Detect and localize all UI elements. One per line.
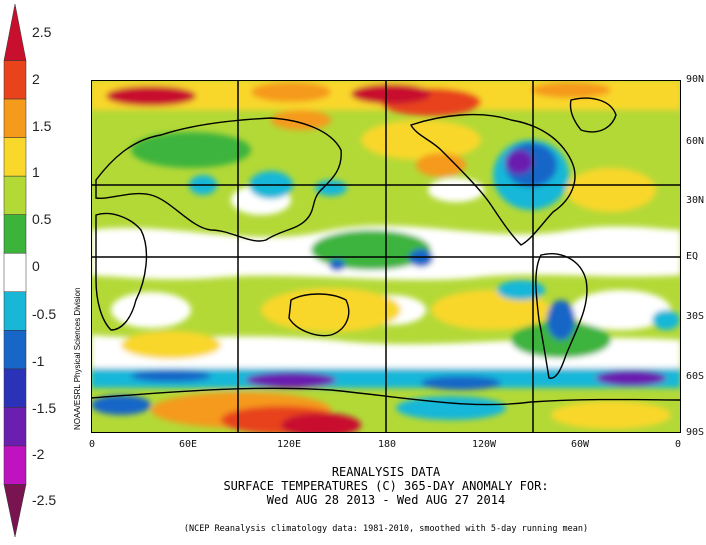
- lat-label: 90N: [686, 74, 705, 85]
- title-line-1: REANALYSIS DATA: [331, 465, 441, 479]
- colorbar-tick-label: 1: [32, 164, 40, 180]
- title-line-2: SURFACE TEMPERATURES (C) 365-DAY ANOMALY…: [223, 479, 549, 493]
- colorbar-tick-label: -1.5: [32, 400, 57, 416]
- europe-asia-coastline: [95, 117, 342, 242]
- north-america-coastline: [410, 113, 576, 246]
- australia-coastline: [288, 293, 350, 337]
- colorbar: [3, 3, 27, 538]
- colorbar-segment: [3, 3, 27, 61]
- colorbar-segment: [3, 98, 27, 138]
- colorbar-tick-label: 2.5: [32, 24, 52, 40]
- map-border: [91, 80, 681, 433]
- lat-label: 30N: [686, 195, 705, 206]
- lon-label: 180: [378, 439, 397, 450]
- lon-label: 60E: [179, 439, 198, 450]
- title-line-3: Wed AUG 28 2013 - Wed AUG 27 2014: [266, 493, 506, 507]
- greenland-coastline: [569, 97, 617, 133]
- colorbar-tick-label: 0.5: [32, 211, 52, 227]
- antarctica-coastline: [91, 387, 681, 406]
- colorbar-segment: [3, 175, 27, 215]
- lon-label: 120W: [472, 439, 497, 450]
- colorbar-segment: [3, 330, 27, 370]
- colorbar-tick-label: 1.5: [32, 118, 52, 134]
- colorbar-segment: [3, 368, 27, 408]
- colorbar-segment: [3, 445, 27, 485]
- colorbar-segment: [3, 137, 27, 177]
- colorbar-tick-label: -2: [32, 446, 45, 462]
- lon-label: 0: [675, 439, 682, 450]
- colorbar-segment: [3, 484, 27, 538]
- lat-label: 60S: [686, 371, 705, 382]
- colorbar-segment: [3, 291, 27, 331]
- colorbar-tick-label: -0.5: [32, 306, 57, 322]
- colorbar-tick-label: -2.5: [32, 492, 57, 508]
- colorbar-segment: [3, 407, 27, 447]
- map-plot: [91, 80, 681, 433]
- colorbar-segment: [3, 60, 27, 100]
- anomaly-map: [91, 80, 681, 433]
- lat-label: 90S: [686, 427, 705, 438]
- footnote: (NCEP Reanalysis climatology data: 1981-…: [183, 524, 589, 534]
- lat-label: EQ: [686, 251, 699, 262]
- lat-label: 60N: [686, 136, 705, 147]
- lat-label: 30S: [686, 311, 705, 322]
- lon-label: 120E: [277, 439, 302, 450]
- colorbar-segment: [3, 252, 27, 293]
- coastlines: [91, 97, 681, 406]
- map-grid: [91, 80, 681, 433]
- source-credit: NOAA/ESRL Physical Sciences Division: [73, 287, 82, 430]
- colorbar-segment: [3, 214, 27, 254]
- africa-coastline: [95, 212, 148, 331]
- colorbar-tick-label: 0: [32, 258, 40, 274]
- lon-label: 0: [89, 439, 96, 450]
- colorbar-tick-label: 2: [32, 71, 40, 87]
- south-america-coastline: [535, 253, 588, 379]
- colorbar-tick-label: -1: [32, 353, 45, 369]
- lon-label: 60W: [571, 439, 590, 450]
